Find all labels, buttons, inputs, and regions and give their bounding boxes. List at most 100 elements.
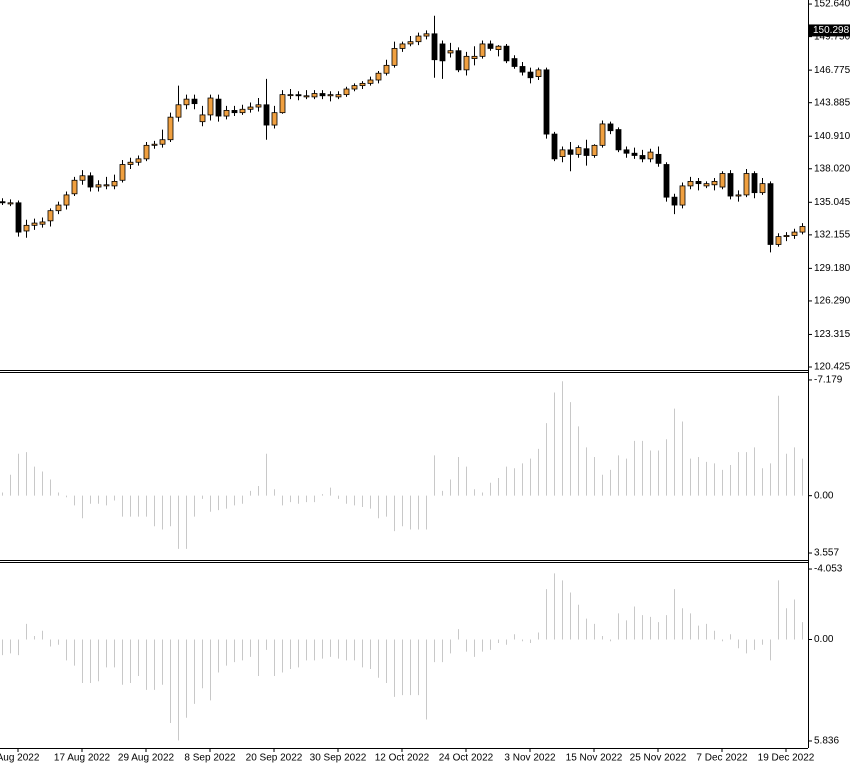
x-tick-label: 12 Oct 2022	[375, 753, 430, 764]
y-tick-label: 132.155	[814, 229, 850, 240]
y-tick-label: 123.315	[814, 329, 850, 340]
y-tick-label: -4.053	[814, 564, 843, 575]
candle-body	[207, 97, 214, 116]
y-tick-label: 135.045	[814, 197, 850, 208]
y-tick-label: 0.00	[814, 634, 834, 645]
candle-body	[783, 235, 790, 238]
candle-body	[703, 183, 710, 187]
candle-body	[695, 180, 702, 185]
candle-body	[0, 201, 6, 204]
x-tick-label: 19 Dec 2022	[758, 753, 815, 764]
candle-body	[23, 224, 30, 232]
candle-body	[111, 180, 118, 187]
candle-body	[399, 43, 406, 49]
candle-body	[383, 64, 390, 74]
candle-body	[279, 94, 286, 114]
candle-body	[495, 45, 502, 50]
candle-body	[215, 98, 222, 117]
y-tick-label: 129.180	[814, 263, 850, 274]
candle-body	[607, 123, 614, 132]
candle-body	[39, 221, 46, 225]
candle-body	[359, 82, 366, 87]
candle-body	[231, 110, 238, 114]
candle-body	[407, 41, 414, 45]
candle-body	[671, 196, 678, 206]
candle-body	[47, 210, 54, 222]
x-tick-label: 20 Sep 2022	[246, 753, 303, 764]
candle-body	[327, 94, 334, 97]
candle-body	[719, 173, 726, 188]
y-tick-label: 5.836	[814, 736, 839, 747]
candle-body	[663, 164, 670, 198]
candle-body	[567, 149, 574, 155]
y-tick-label: 152.640	[814, 0, 850, 10]
candle-body	[487, 43, 494, 49]
candle-body	[591, 144, 598, 156]
y-tick-label: 146.775	[814, 65, 850, 76]
x-tick-label: 17 Aug 2022	[54, 753, 111, 764]
candle-body	[119, 164, 126, 181]
x-tick-label: Aug 2022	[0, 753, 40, 764]
candle-body	[175, 104, 182, 118]
candle-body	[543, 69, 550, 135]
candle-body	[31, 222, 38, 226]
candle-body	[319, 93, 326, 97]
last-price-box	[809, 24, 850, 37]
candle-body	[599, 123, 606, 146]
candle-body	[151, 143, 158, 146]
candle-body	[95, 184, 102, 188]
candle-body	[631, 152, 638, 156]
candle-body	[679, 185, 686, 206]
candle-body	[199, 114, 206, 123]
x-tick-label: 25 Nov 2022	[630, 753, 687, 764]
candle-body	[455, 50, 462, 71]
candle-body	[415, 35, 422, 43]
candle-body	[503, 45, 510, 62]
candle-body	[463, 55, 470, 71]
candle-body	[551, 133, 558, 160]
x-tick-label: 7 Dec 2022	[696, 753, 748, 764]
x-tick-label: 3 Nov 2022	[504, 753, 556, 764]
candle-body	[767, 183, 774, 245]
y-tick-label: 149.750	[814, 31, 850, 42]
candle-body	[687, 180, 694, 187]
candle-body	[159, 139, 166, 145]
candle-body	[431, 33, 438, 61]
candle-body	[751, 173, 758, 194]
candle-body	[263, 104, 270, 126]
candle-body	[55, 204, 62, 212]
candle-body	[223, 110, 230, 117]
candle-body	[647, 151, 654, 160]
candle-body	[271, 112, 278, 126]
candle-body	[7, 202, 14, 205]
candle-body	[391, 48, 398, 66]
candle-body	[287, 94, 294, 97]
candle-body	[183, 98, 190, 106]
candle-body	[375, 72, 382, 81]
x-tick-label: 30 Sep 2022	[310, 753, 367, 764]
candle-body	[103, 184, 110, 187]
candle-body	[639, 155, 646, 160]
candle-body	[343, 88, 350, 96]
candle-body	[535, 69, 542, 78]
candle-body	[655, 153, 662, 164]
candle-body	[79, 175, 86, 181]
candle-body	[799, 226, 806, 233]
y-tick-label: 126.290	[814, 296, 850, 307]
y-tick-label: 143.885	[814, 97, 850, 108]
candle-body	[351, 85, 358, 90]
candle-body	[303, 95, 310, 98]
y-tick-label: 138.020	[814, 163, 850, 174]
y-tick-label: 120.425	[814, 362, 850, 373]
candle-body	[295, 94, 302, 97]
x-tick-label: 29 Aug 2022	[118, 753, 175, 764]
candle-body	[735, 194, 742, 197]
candle-body	[439, 43, 446, 62]
candle-body	[527, 71, 534, 79]
candle-body	[87, 175, 94, 188]
candle-body	[575, 147, 582, 155]
candle-body	[727, 173, 734, 197]
candle-body	[135, 158, 142, 163]
